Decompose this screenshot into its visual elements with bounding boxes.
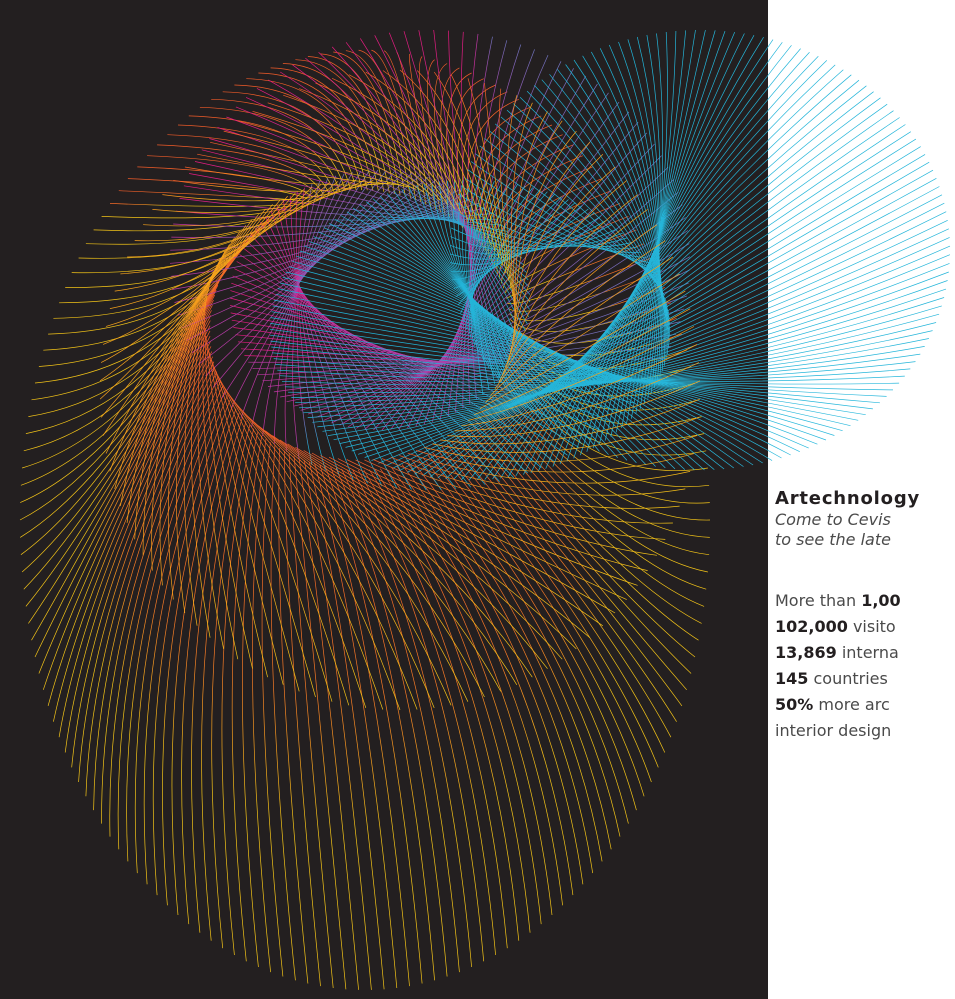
stat-architects: 50% more arc bbox=[775, 695, 890, 714]
stat-international: 13,869 interna bbox=[775, 643, 899, 662]
cyan-ribbon bbox=[269, 29, 951, 481]
stat-interior-design: interior design bbox=[775, 721, 892, 740]
headline: Artechnology bbox=[775, 488, 921, 509]
stats-list: More than 1,00 102,000 visito 13,869 int… bbox=[775, 588, 955, 744]
stat-countries: 145 countries bbox=[775, 669, 888, 688]
tagline-line-1: Come to Cevis bbox=[775, 510, 891, 529]
event-info-block: Artechnology Come to Cevis to see the la… bbox=[775, 488, 955, 778]
inner-ring bbox=[99, 69, 701, 711]
tagline-line-2: to see the late bbox=[775, 530, 891, 549]
stat-visitors: 102,000 visito bbox=[775, 617, 896, 636]
stat-exhibitors: More than 1,00 bbox=[775, 591, 901, 610]
